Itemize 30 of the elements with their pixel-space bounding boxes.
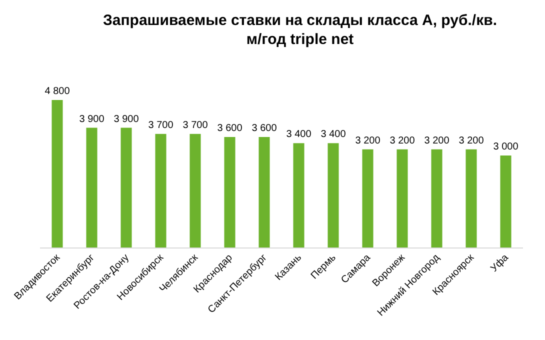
bar <box>431 149 442 248</box>
data-label: 3 400 <box>320 129 346 140</box>
bar <box>86 128 98 248</box>
data-label: 3 900 <box>79 114 105 125</box>
bar <box>190 134 201 248</box>
bar <box>362 149 374 248</box>
bar <box>328 143 339 248</box>
data-label: 3 900 <box>114 114 140 125</box>
bar <box>224 137 236 248</box>
data-label: 3 200 <box>458 135 484 146</box>
bar <box>293 143 304 248</box>
bar <box>396 149 408 248</box>
data-label: 3 400 <box>286 129 312 140</box>
bar <box>466 149 477 248</box>
bar <box>258 137 270 248</box>
x-tick-label: Уфа <box>488 252 512 274</box>
data-label: 3 200 <box>355 135 381 146</box>
data-label: 3 200 <box>424 135 450 146</box>
data-label: 3 200 <box>390 135 416 146</box>
bar <box>155 134 166 248</box>
bar <box>52 100 63 248</box>
bar <box>120 128 132 248</box>
data-label: 3 700 <box>148 120 174 131</box>
data-label: 3 700 <box>182 120 208 131</box>
bar <box>500 156 512 248</box>
data-label: 3 600 <box>217 123 243 134</box>
chart-title: Запрашиваемые ставки на склады класса А, руб./кв. м/год triple net <box>103 12 497 48</box>
data-label: 3 000 <box>493 142 519 152</box>
data-label: 3 600 <box>252 123 278 134</box>
data-label: 4 800 <box>44 86 70 97</box>
